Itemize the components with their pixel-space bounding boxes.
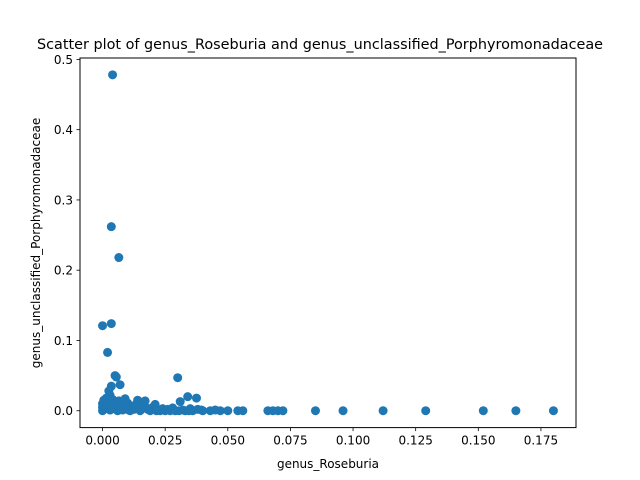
- scatter-point: [98, 321, 108, 331]
- scatter-point: [238, 406, 248, 416]
- x-tick-label: 0.000: [85, 434, 119, 448]
- x-axis-label: genus_Roseburia: [277, 457, 379, 471]
- y-tick-label: 0.1: [54, 334, 73, 348]
- scatter-point: [115, 380, 125, 390]
- scatter-point: [310, 406, 320, 416]
- x-tick-label: 0.075: [273, 434, 307, 448]
- scatter-point: [173, 373, 183, 383]
- scatter-point: [108, 70, 118, 80]
- x-tick-label: 0.175: [524, 434, 558, 448]
- scatter-point: [278, 406, 288, 416]
- x-axis-ticks: 0.000 0.025 0.050 0.075 0.100 0.125 0.150 0.175: [85, 427, 558, 448]
- scatter-point: [106, 319, 116, 329]
- scatter-point: [338, 406, 348, 416]
- scatter-point: [548, 406, 558, 416]
- scatter-point: [511, 406, 521, 416]
- scatter-point: [106, 222, 116, 232]
- x-tick-label: 0.100: [336, 434, 370, 448]
- scatter-point: [183, 392, 193, 402]
- scatter-point: [124, 405, 134, 415]
- scatter-point: [378, 406, 388, 416]
- x-tick-label: 0.150: [461, 434, 495, 448]
- scatter-point: [196, 405, 206, 415]
- x-tick-label: 0.050: [211, 434, 245, 448]
- scatter-point: [421, 406, 431, 416]
- plot-frame: [79, 57, 577, 429]
- y-tick-label: 0.5: [54, 53, 73, 67]
- plot-points: [98, 70, 558, 416]
- y-tick-label: 0.2: [54, 264, 73, 278]
- y-axis-ticks: 0.0 0.1 0.2 0.3 0.4 0.5: [54, 53, 80, 418]
- y-tick-label: 0.3: [54, 193, 73, 207]
- scatter-point: [175, 397, 185, 407]
- scatter-point: [116, 400, 126, 410]
- scatter-point: [191, 393, 201, 403]
- x-tick-label: 0.025: [148, 434, 182, 448]
- scatter-point: [223, 406, 233, 416]
- scatter-point: [478, 406, 488, 416]
- scatter-point: [174, 406, 184, 416]
- scatter-point: [215, 406, 225, 416]
- scatter-point: [114, 253, 124, 263]
- y-tick-label: 0.0: [54, 404, 73, 418]
- y-tick-label: 0.4: [54, 123, 73, 137]
- scatter-point: [111, 372, 121, 382]
- scatter-point: [151, 406, 161, 416]
- chart-title: Scatter plot of genus_Roseburia and genu…: [37, 37, 603, 53]
- y-axis-label: genus_unclassified_Porphyromonadaceae: [29, 118, 43, 368]
- scatter-point: [103, 347, 113, 357]
- scatter-point: [136, 397, 146, 407]
- x-tick-label: 0.125: [398, 434, 432, 448]
- scatter-point: [184, 406, 194, 416]
